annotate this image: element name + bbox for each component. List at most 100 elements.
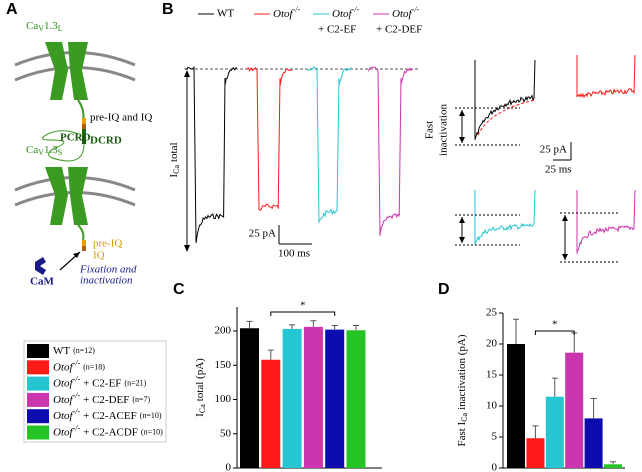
motif-label: IQ [93,250,105,262]
legend-gene: Otof [53,410,75,422]
error-bar [610,461,616,465]
y-tick-label: 100 [215,393,232,405]
arrow-head [459,217,465,243]
bar [261,359,281,468]
bar [507,344,525,468]
legend-swatch [27,360,49,375]
inset-trace [576,54,636,99]
y-axis-label: ICa total (pA) [194,358,207,417]
inset-trace [474,59,536,140]
y-tick-label: 150 [215,359,232,371]
inset-label: Fast [424,121,436,139]
traces [184,54,636,263]
legend-entry: WT (n=12) [53,345,95,357]
legend-entry: Otof-/- (n=18) [53,358,105,373]
legend-entry: Otof-/- [332,5,359,20]
legend-n: (n=7) [132,395,150,404]
legend-entry: Otof-/- + C2-ACEF (n=10) [53,407,162,422]
legend-suffix: + C2-EF [83,377,121,389]
motif-label: pre-IQ and IQ [90,112,152,124]
legend-n: (n=12) [73,346,95,355]
legend-gene: Otof [53,426,75,438]
legend-genotype: -/- [73,358,81,367]
legend-suffix: + C2-ACDF [83,426,138,438]
legend-genotype: -/- [73,423,81,432]
bar [584,418,603,468]
error-bar [571,332,578,353]
label-rest: inactivation (pA) [456,334,468,410]
scale-label: 100 ms [278,248,310,260]
y-tick-label: 200 [215,325,232,337]
legend-entry: WT [217,8,234,20]
legend-entry: Otof-/- + C2-DEF (n=7) [53,391,151,406]
bar [565,352,584,468]
y-tick-label: 0 [492,462,498,472]
y-axis-label: ICatotal [168,142,181,177]
significance-label: * [300,300,306,312]
scale-label: 25 pA [249,228,276,240]
legend-box [23,340,167,443]
channel-diagram-short [14,167,136,275]
y-tick-label: 20 [486,338,498,350]
legend-n: (n=10) [141,427,163,436]
cam-label: CaM [30,276,54,288]
scale-label: 25 ms [545,164,572,176]
ica-arrow [184,68,420,252]
legend-genotype: -/- [73,391,81,400]
trace [184,66,238,243]
significance-bracket [270,311,336,316]
legend-genotype: -/- [73,407,81,416]
channel-diagram-long [14,42,136,162]
y-tick-label: 5 [492,431,498,443]
legend-entry: Otof-/- [273,5,300,20]
error-bar [532,425,539,439]
channel-label: CaV1.3S [26,144,62,157]
bar [346,330,366,468]
error-bar [289,324,296,329]
domain-label: DCRD [90,135,122,147]
trace [307,66,352,224]
legend-swatch [27,425,49,440]
motif-label: pre-IQ [93,238,122,250]
legend-entry: Otof-/- + C2-ACDF (n=10) [53,423,163,438]
bar [604,464,622,468]
panel-label: C [173,281,185,298]
bar [526,438,545,468]
legend-gene: Otof [53,393,75,405]
legend-swatch [27,344,49,358]
label-rest: total (pA) [194,358,206,401]
legend-swatch [27,409,49,424]
label-main: Fast I [456,421,468,446]
inset-trace [576,189,636,254]
scale-label: 25 pA [540,144,567,156]
y-axis-label: Fast ICa inactivation (pA) [456,334,469,446]
panel-label: B [162,1,174,18]
y-tick-label: 0 [226,462,232,472]
channel-label: CaV1.3L [26,20,63,33]
legend-n: (n=21) [124,378,146,387]
legend-genotype: -/- [73,374,81,383]
bar [545,396,564,468]
legend-swatch [27,392,49,407]
bar [303,326,323,468]
legend-swatch [27,376,49,391]
legend-entry: Otof-/- [392,5,419,20]
fit-curve [477,99,536,136]
legend-gene: Otof [53,377,75,389]
scale-bar [553,142,572,161]
bar [282,328,302,468]
legend-n: (n=18) [83,362,105,371]
legend: WT (n=12)Otof-/- (n=18)Otof-/- + C2-EF (n=21… [23,340,167,443]
error-bar [246,320,253,329]
note: inactivation [80,275,133,287]
legend-label: WT [53,345,70,357]
legend-suffix: + C2-ACEF [83,410,137,422]
bar [240,328,259,468]
trace [247,66,293,211]
panel-label: D [438,281,450,298]
error-bar [310,320,317,327]
legend-entry: + C2-DEF [376,24,422,36]
error-bar [267,349,274,360]
legend-n: (n=10) [140,411,162,420]
y-tick-label: 25 [486,307,498,319]
